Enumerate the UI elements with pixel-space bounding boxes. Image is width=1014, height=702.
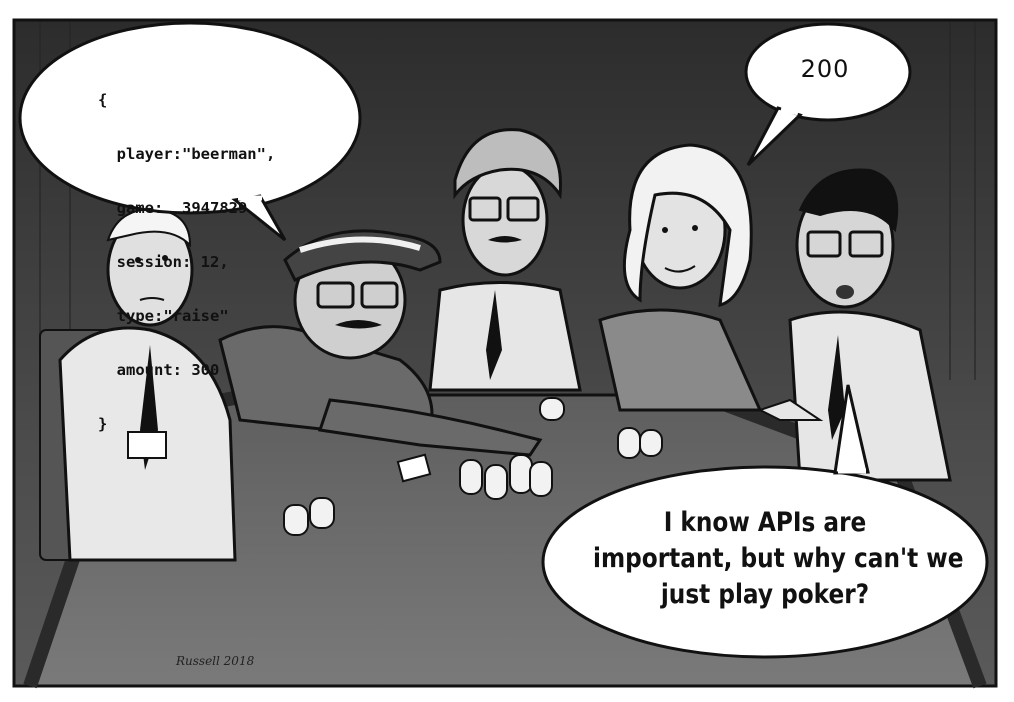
code-speech-bubble <box>744 22 912 167</box>
reply-code-text: 200 <box>800 55 850 83</box>
player-curly-hair <box>428 128 582 392</box>
player-glasses-right <box>757 168 952 482</box>
json-line: type:"raise" <box>98 307 229 325</box>
player-blonde <box>598 143 763 412</box>
player-left-tie <box>39 208 237 562</box>
question-line: just play poker? <box>660 579 870 610</box>
question-line: I know APIs are <box>663 507 867 538</box>
json-line: game: 3947829 <box>98 199 248 217</box>
poker-chips <box>283 397 663 536</box>
json-line: { <box>98 91 108 109</box>
json-bubble-text: { player:"beerman", game: 3947829 sessio… <box>98 55 358 451</box>
question-line: important, but why can't we <box>593 543 964 574</box>
question-speech-bubble <box>541 384 989 659</box>
cards-on-table <box>396 453 432 483</box>
json-line: amount: 300 <box>98 361 220 379</box>
json-line: player:"beerman", <box>98 145 276 163</box>
question-bubble-text: I know APIs are important, but why can't… <box>593 505 964 613</box>
json-speech-bubble <box>18 21 362 242</box>
artist-signature: Russell 2018 <box>176 654 255 668</box>
player-beerman <box>218 229 543 457</box>
json-line: session: 12, <box>98 253 229 271</box>
json-line: } <box>98 415 108 433</box>
